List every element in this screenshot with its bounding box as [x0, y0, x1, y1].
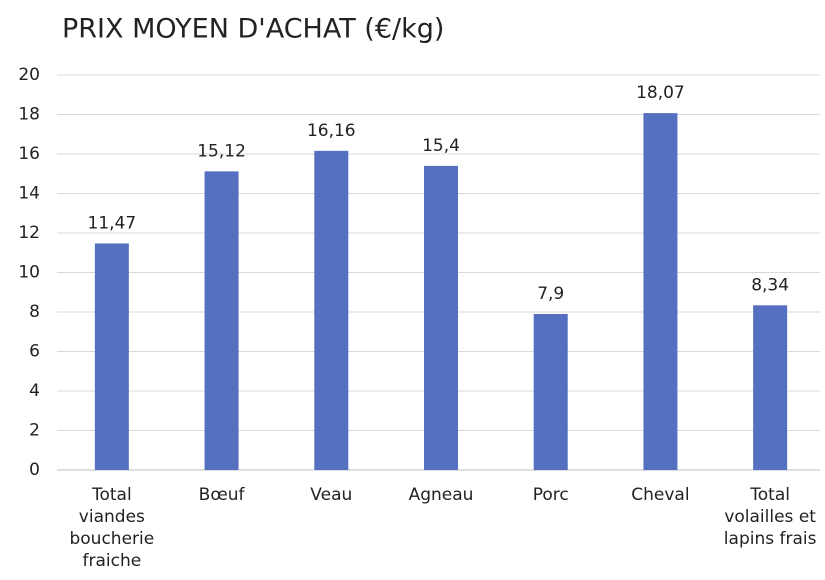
bar — [94, 243, 129, 470]
data-label: 18,07 — [636, 83, 685, 103]
data-label: 7,9 — [537, 284, 564, 304]
y-tick-label: 14 — [18, 184, 40, 204]
y-tick-label: 10 — [18, 263, 40, 283]
x-tick-label: Agneau — [408, 485, 474, 505]
y-tick-label: 2 — [29, 421, 40, 441]
x-tick-label: Veau — [310, 485, 353, 505]
bar — [204, 171, 239, 470]
y-tick-label: 4 — [29, 381, 40, 401]
x-tick-label: Cheval — [631, 485, 690, 505]
y-tick-label: 8 — [29, 302, 40, 322]
bar — [753, 305, 788, 470]
x-tick-label: Bœuf — [198, 485, 245, 505]
x-tick-label: Total viandes boucherie fraiche — [69, 485, 155, 571]
y-tick-label: 0 — [29, 460, 40, 480]
data-label: 16,16 — [307, 121, 356, 141]
bar — [643, 113, 678, 471]
y-tick-label: 6 — [29, 342, 40, 362]
y-tick-label: 20 — [18, 65, 40, 85]
x-tick-label: Porc — [532, 485, 569, 505]
y-tick-label: 16 — [18, 144, 40, 164]
bar — [314, 150, 349, 470]
x-tick-label: Total volailles et lapins frais — [723, 485, 817, 549]
bar — [533, 313, 568, 470]
chart-title: PRIX MOYEN D'ACHAT (€/kg) — [62, 14, 444, 45]
data-label: 11,47 — [88, 213, 137, 233]
y-tick-label: 12 — [18, 223, 40, 243]
y-tick-label: 18 — [18, 105, 40, 125]
data-label: 15,4 — [422, 136, 460, 156]
data-label: 15,12 — [197, 141, 246, 161]
bar — [424, 165, 458, 470]
data-label: 8,34 — [751, 275, 789, 295]
